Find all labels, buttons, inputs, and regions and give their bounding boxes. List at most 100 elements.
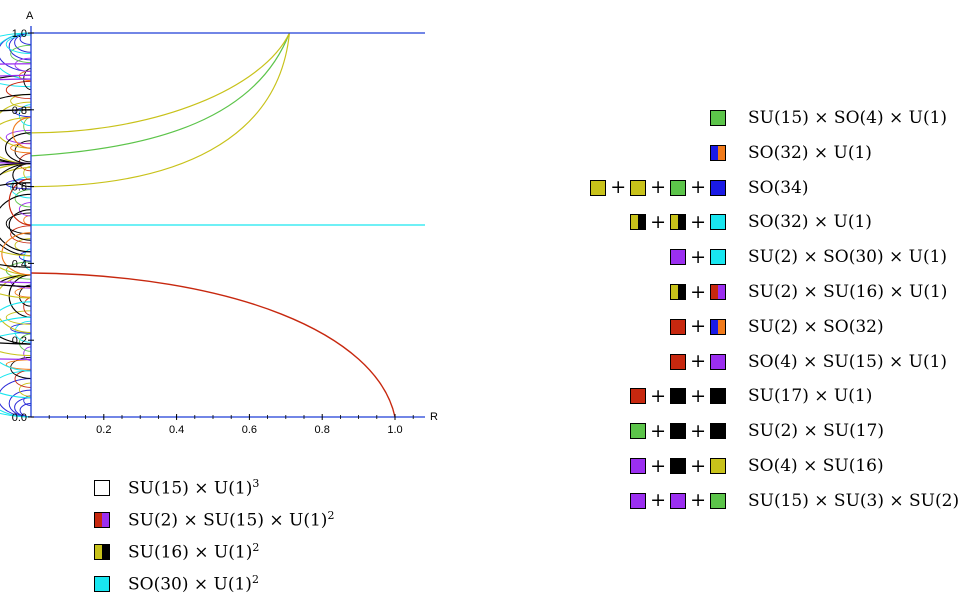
legend-right-entry: + SO(4) × SU(15) × U(1): [560, 347, 947, 377]
legend-label: SO(32) × U(1): [748, 212, 872, 233]
legend-swatch: [710, 249, 726, 266]
boundary-arc: [12, 116, 32, 149]
plus-sign: +: [690, 384, 706, 407]
boundary-arc: [8, 178, 32, 226]
legend-swatch: [94, 544, 110, 560]
boundary-arc: [10, 225, 32, 244]
y-tick-label: 0.6: [12, 182, 27, 194]
legend-right-entry: + + SO(32) × U(1): [560, 207, 872, 237]
legend-swatch: [670, 318, 687, 335]
boundary-arc: [12, 163, 32, 188]
boundary-arc: [0, 378, 32, 418]
boundary-arc: [23, 297, 32, 316]
plus-sign: +: [650, 176, 667, 199]
legend-right-entry: + + SO(4) × SU(16): [560, 451, 884, 481]
phase-diagram-plot: 0.2 0.4 0.6 0.8 1.0 0.0 0.2 0.4 0.6 0.8 1.0 A R: [0, 10, 438, 436]
plus-sign: +: [690, 280, 706, 303]
boundary-arc: [5, 359, 32, 370]
legend-swatch: [670, 249, 687, 266]
plus-sign: +: [690, 176, 706, 199]
boundary-arc: [0, 166, 32, 276]
boundary-arc: [10, 176, 32, 199]
x-tick-label: 1.0: [387, 424, 402, 436]
plus-sign: +: [690, 245, 706, 268]
plus-sign: +: [690, 350, 706, 373]
plus-sign: +: [690, 419, 706, 442]
legend-swatch: [630, 214, 647, 231]
legend-label: SO(4) × SU(15) × U(1): [748, 351, 948, 372]
legend-swatch: [710, 214, 726, 231]
boundary-arc: [14, 287, 32, 298]
legend-label: SU(2) × SU(15) × U(1)2: [128, 509, 335, 531]
plus-sign: +: [690, 454, 706, 477]
legend-swatch: [630, 388, 647, 405]
legend-label: SU(2) × SO(30) × U(1): [748, 247, 948, 268]
boundary-arc: [0, 370, 32, 418]
legend-bottom-entry: SU(15) × U(1)3: [94, 473, 259, 503]
legend-swatch: [94, 576, 110, 592]
legend-bottom-entry: SO(30) × U(1)2: [94, 569, 259, 599]
boundary-arc: [10, 44, 32, 64]
boundary-arc: [1, 232, 32, 276]
y-axis-label: A: [26, 10, 34, 22]
legend-right-entry: + + SU(17) × U(1): [560, 381, 872, 411]
boundary-arc: [5, 80, 32, 100]
legend-right-entry: SU(15) × SO(4) × U(1): [560, 103, 947, 133]
legend-swatch: [670, 423, 687, 440]
boundary-arc: [4, 132, 32, 165]
boundary-arc: [0, 163, 32, 257]
legend-swatch: [710, 458, 726, 474]
y-tick-label: 0.0: [12, 412, 27, 424]
legend-swatch: [94, 480, 110, 496]
legend-label: SU(15) × U(1)3: [128, 477, 260, 499]
legend-swatch: [630, 423, 647, 440]
legend-swatch: [710, 388, 726, 405]
plus-sign: +: [690, 315, 706, 338]
legend-swatch: [710, 423, 726, 440]
legend-swatch: [670, 492, 687, 509]
legend-swatch: [710, 492, 726, 509]
boundary-arc: [18, 382, 32, 397]
boundary-arc: [14, 57, 32, 73]
legend-swatch: [670, 388, 687, 405]
plot-axes: 0.2 0.4 0.6 0.8 1.0 0.0 0.2 0.4 0.6 0.8 1.0: [12, 26, 425, 436]
boundary-arc: [23, 346, 32, 361]
legend-label: SO(4) × SU(16): [748, 456, 884, 476]
y-tick-label: 0.8: [12, 105, 27, 117]
boundary-arc: [5, 34, 32, 54]
x-axis-label: R: [430, 411, 438, 423]
boundary-arc: [8, 209, 32, 241]
boundary-arc: [5, 212, 32, 235]
x-tick-label: 0.4: [169, 424, 184, 436]
boundary-arc: [0, 316, 32, 399]
boundary-arc: [5, 129, 32, 145]
boundary-arc: [0, 101, 32, 149]
green-curve: [30, 32, 290, 157]
legend-label: SU(15) × SO(4) × U(1): [748, 108, 948, 128]
plus-sign: +: [650, 384, 667, 407]
boundary-arc: [0, 274, 32, 334]
legend-swatch: [710, 284, 726, 300]
legend-label: SU(16) × U(1)2: [128, 541, 260, 563]
y-tick-label: 0.2: [12, 335, 27, 347]
legend-label: SU(2) × SU(16) × U(1): [748, 282, 948, 302]
legend-label: SO(32) × U(1): [748, 142, 872, 163]
plus-sign: +: [650, 489, 667, 512]
legend-right-entry: + SU(2) × SO(32): [560, 312, 884, 342]
legend-swatch: [630, 458, 647, 474]
plus-sign: +: [610, 176, 627, 199]
plus-sign: +: [690, 489, 706, 512]
boundary-arc: [23, 248, 32, 271]
x-tick-label: 0.8: [315, 424, 330, 436]
legend-swatch: [710, 179, 726, 196]
yellow-curve: [30, 32, 291, 188]
plus-sign: +: [650, 210, 667, 233]
plus-sign: +: [690, 210, 706, 233]
legend-right-entry: SO(32) × U(1): [560, 138, 872, 168]
legend-right-entry: + + SU(2) × SU(17): [560, 416, 884, 446]
boundary-arc: [0, 301, 32, 372]
legend-bottom-entry: SU(2) × SU(15) × U(1)2: [94, 505, 334, 535]
boundary-arc: [18, 202, 32, 217]
legend-swatch: [710, 318, 726, 335]
legend-swatch: [670, 353, 687, 370]
